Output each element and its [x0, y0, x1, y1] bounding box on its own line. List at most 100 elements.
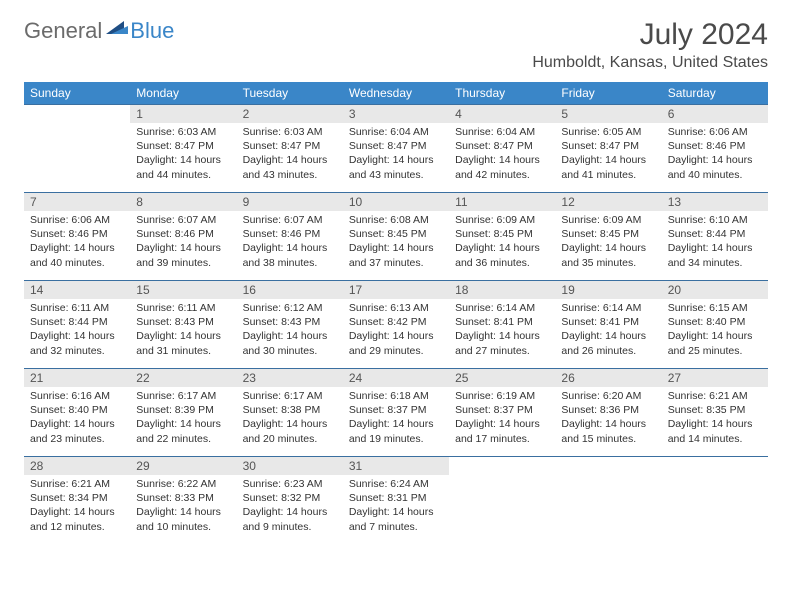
- calendar-week-row: 1Sunrise: 6:03 AMSunset: 8:47 PMDaylight…: [24, 105, 768, 193]
- calendar-cell: 7Sunrise: 6:06 AMSunset: 8:46 PMDaylight…: [24, 193, 130, 281]
- day-body: Sunrise: 6:23 AMSunset: 8:32 PMDaylight:…: [237, 475, 343, 538]
- day-daylight: Daylight: 14 hours and 10 minutes.: [136, 505, 230, 533]
- brand-logo: General Blue: [24, 18, 174, 44]
- calendar-cell: 21Sunrise: 6:16 AMSunset: 8:40 PMDayligh…: [24, 369, 130, 457]
- weekday-header: Monday: [130, 82, 236, 105]
- day-sunset: Sunset: 8:34 PM: [30, 491, 124, 505]
- day-number: 10: [343, 193, 449, 211]
- calendar-cell: 27Sunrise: 6:21 AMSunset: 8:35 PMDayligh…: [662, 369, 768, 457]
- day-number: 24: [343, 369, 449, 387]
- day-body: Sunrise: 6:09 AMSunset: 8:45 PMDaylight:…: [555, 211, 661, 274]
- day-body: Sunrise: 6:19 AMSunset: 8:37 PMDaylight:…: [449, 387, 555, 450]
- day-sunrise: Sunrise: 6:07 AM: [136, 213, 230, 227]
- weekday-header: Thursday: [449, 82, 555, 105]
- day-sunrise: Sunrise: 6:05 AM: [561, 125, 655, 139]
- day-daylight: Daylight: 14 hours and 34 minutes.: [668, 241, 762, 269]
- day-body: Sunrise: 6:15 AMSunset: 8:40 PMDaylight:…: [662, 299, 768, 362]
- day-number: 9: [237, 193, 343, 211]
- brand-mark-icon: [106, 18, 128, 41]
- day-body: Sunrise: 6:21 AMSunset: 8:35 PMDaylight:…: [662, 387, 768, 450]
- day-sunset: Sunset: 8:37 PM: [455, 403, 549, 417]
- day-number: 18: [449, 281, 555, 299]
- day-number: 26: [555, 369, 661, 387]
- day-body: Sunrise: 6:06 AMSunset: 8:46 PMDaylight:…: [662, 123, 768, 186]
- day-daylight: Daylight: 14 hours and 31 minutes.: [136, 329, 230, 357]
- day-daylight: Daylight: 14 hours and 14 minutes.: [668, 417, 762, 445]
- day-body: Sunrise: 6:14 AMSunset: 8:41 PMDaylight:…: [555, 299, 661, 362]
- weekday-header: Saturday: [662, 82, 768, 105]
- day-number: 22: [130, 369, 236, 387]
- day-number: 29: [130, 457, 236, 475]
- day-body: Sunrise: 6:11 AMSunset: 8:44 PMDaylight:…: [24, 299, 130, 362]
- calendar-cell: 9Sunrise: 6:07 AMSunset: 8:46 PMDaylight…: [237, 193, 343, 281]
- day-daylight: Daylight: 14 hours and 22 minutes.: [136, 417, 230, 445]
- day-body: Sunrise: 6:14 AMSunset: 8:41 PMDaylight:…: [449, 299, 555, 362]
- calendar-cell: 5Sunrise: 6:05 AMSunset: 8:47 PMDaylight…: [555, 105, 661, 193]
- calendar-cell: 16Sunrise: 6:12 AMSunset: 8:43 PMDayligh…: [237, 281, 343, 369]
- location-label: Humboldt, Kansas, United States: [532, 54, 768, 72]
- day-number: [24, 105, 130, 122]
- day-daylight: Daylight: 14 hours and 30 minutes.: [243, 329, 337, 357]
- day-sunrise: Sunrise: 6:06 AM: [668, 125, 762, 139]
- day-sunset: Sunset: 8:37 PM: [349, 403, 443, 417]
- day-body: [449, 474, 555, 480]
- day-daylight: Daylight: 14 hours and 25 minutes.: [668, 329, 762, 357]
- day-daylight: Daylight: 14 hours and 44 minutes.: [136, 153, 230, 181]
- day-body: Sunrise: 6:12 AMSunset: 8:43 PMDaylight:…: [237, 299, 343, 362]
- day-number: 28: [24, 457, 130, 475]
- day-body: [662, 474, 768, 480]
- day-number: 11: [449, 193, 555, 211]
- calendar-cell: 15Sunrise: 6:11 AMSunset: 8:43 PMDayligh…: [130, 281, 236, 369]
- day-body: Sunrise: 6:16 AMSunset: 8:40 PMDaylight:…: [24, 387, 130, 450]
- day-number: 21: [24, 369, 130, 387]
- day-body: Sunrise: 6:03 AMSunset: 8:47 PMDaylight:…: [130, 123, 236, 186]
- day-sunset: Sunset: 8:45 PM: [349, 227, 443, 241]
- day-sunset: Sunset: 8:31 PM: [349, 491, 443, 505]
- calendar-cell: 3Sunrise: 6:04 AMSunset: 8:47 PMDaylight…: [343, 105, 449, 193]
- weekday-header: Wednesday: [343, 82, 449, 105]
- calendar-cell: 4Sunrise: 6:04 AMSunset: 8:47 PMDaylight…: [449, 105, 555, 193]
- day-sunrise: Sunrise: 6:07 AM: [243, 213, 337, 227]
- calendar-week-row: 21Sunrise: 6:16 AMSunset: 8:40 PMDayligh…: [24, 369, 768, 457]
- day-sunrise: Sunrise: 6:14 AM: [455, 301, 549, 315]
- day-sunrise: Sunrise: 6:09 AM: [455, 213, 549, 227]
- day-sunset: Sunset: 8:41 PM: [455, 315, 549, 329]
- day-body: Sunrise: 6:03 AMSunset: 8:47 PMDaylight:…: [237, 123, 343, 186]
- day-body: Sunrise: 6:17 AMSunset: 8:39 PMDaylight:…: [130, 387, 236, 450]
- calendar-cell: 10Sunrise: 6:08 AMSunset: 8:45 PMDayligh…: [343, 193, 449, 281]
- calendar-cell: 8Sunrise: 6:07 AMSunset: 8:46 PMDaylight…: [130, 193, 236, 281]
- day-number: 30: [237, 457, 343, 475]
- day-body: Sunrise: 6:06 AMSunset: 8:46 PMDaylight:…: [24, 211, 130, 274]
- day-sunrise: Sunrise: 6:19 AM: [455, 389, 549, 403]
- day-daylight: Daylight: 14 hours and 32 minutes.: [30, 329, 124, 357]
- day-body: Sunrise: 6:04 AMSunset: 8:47 PMDaylight:…: [343, 123, 449, 186]
- day-sunrise: Sunrise: 6:22 AM: [136, 477, 230, 491]
- day-sunset: Sunset: 8:46 PM: [243, 227, 337, 241]
- brand-text-blue: Blue: [130, 18, 174, 44]
- calendar-cell: 31Sunrise: 6:24 AMSunset: 8:31 PMDayligh…: [343, 457, 449, 545]
- day-sunset: Sunset: 8:44 PM: [30, 315, 124, 329]
- day-sunset: Sunset: 8:44 PM: [668, 227, 762, 241]
- calendar-cell: [555, 457, 661, 545]
- calendar-week-row: 28Sunrise: 6:21 AMSunset: 8:34 PMDayligh…: [24, 457, 768, 545]
- day-sunrise: Sunrise: 6:18 AM: [349, 389, 443, 403]
- calendar-cell: 14Sunrise: 6:11 AMSunset: 8:44 PMDayligh…: [24, 281, 130, 369]
- day-number: 3: [343, 105, 449, 123]
- weekday-header: Friday: [555, 82, 661, 105]
- day-sunrise: Sunrise: 6:24 AM: [349, 477, 443, 491]
- day-sunrise: Sunrise: 6:20 AM: [561, 389, 655, 403]
- day-sunrise: Sunrise: 6:04 AM: [349, 125, 443, 139]
- day-sunset: Sunset: 8:41 PM: [561, 315, 655, 329]
- day-sunrise: Sunrise: 6:09 AM: [561, 213, 655, 227]
- day-sunset: Sunset: 8:40 PM: [668, 315, 762, 329]
- day-body: Sunrise: 6:07 AMSunset: 8:46 PMDaylight:…: [237, 211, 343, 274]
- day-number: 14: [24, 281, 130, 299]
- day-sunrise: Sunrise: 6:08 AM: [349, 213, 443, 227]
- day-sunset: Sunset: 8:47 PM: [243, 139, 337, 153]
- day-sunset: Sunset: 8:46 PM: [136, 227, 230, 241]
- day-body: Sunrise: 6:04 AMSunset: 8:47 PMDaylight:…: [449, 123, 555, 186]
- page-title: July 2024: [532, 18, 768, 52]
- calendar-cell: 30Sunrise: 6:23 AMSunset: 8:32 PMDayligh…: [237, 457, 343, 545]
- calendar-week-row: 7Sunrise: 6:06 AMSunset: 8:46 PMDaylight…: [24, 193, 768, 281]
- calendar-cell: 18Sunrise: 6:14 AMSunset: 8:41 PMDayligh…: [449, 281, 555, 369]
